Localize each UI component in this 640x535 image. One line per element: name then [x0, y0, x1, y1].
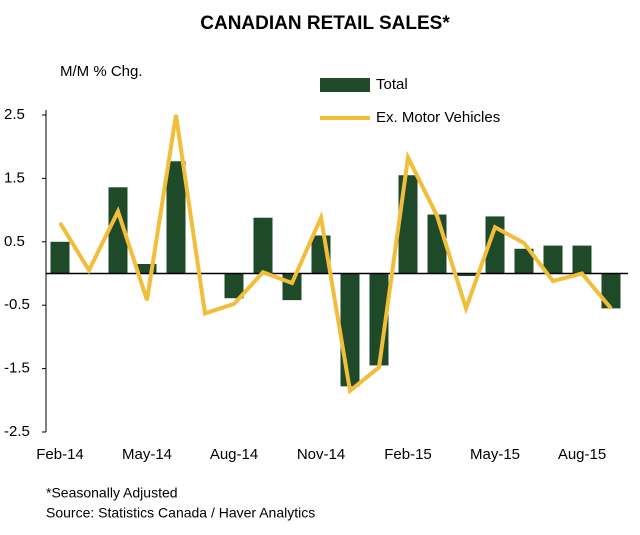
bar	[108, 187, 128, 274]
x-tick-label: Aug-14	[210, 446, 258, 463]
bar	[572, 245, 592, 274]
y-axis-label: M/M % Chg.	[60, 63, 143, 80]
chart-title: CANADIAN RETAIL SALES*	[200, 13, 450, 34]
bar	[50, 241, 70, 274]
footnote: *Seasonally Adjusted	[46, 485, 178, 501]
x-tick-label: Feb-15	[384, 446, 432, 463]
bar	[166, 161, 186, 274]
x-tick-label: Aug-15	[558, 446, 606, 463]
bar	[514, 248, 534, 274]
bar	[543, 245, 563, 274]
bar	[282, 273, 302, 301]
line	[58, 114, 613, 395]
x-tick-label: Nov-14	[297, 446, 345, 463]
bar	[224, 273, 244, 299]
x-tick-label: May-14	[122, 446, 172, 463]
bar	[398, 175, 418, 274]
bar	[253, 217, 273, 274]
bar	[427, 214, 447, 274]
x-tick-label: Feb-14	[36, 446, 84, 463]
bar	[137, 263, 157, 274]
y-tick-label: -1.5	[4, 360, 30, 377]
source: Source: Statistics Canada / Haver Analyt…	[46, 505, 315, 521]
y-tick-label: -2.5	[4, 423, 30, 440]
y-tick-label: -0.5	[4, 296, 30, 313]
legend-swatch	[320, 78, 370, 92]
y-tick-label: 0.5	[4, 233, 25, 250]
legend-label: Total	[376, 76, 408, 93]
bar	[340, 273, 360, 387]
x-tick-label: May-15	[470, 446, 520, 463]
bar	[456, 273, 476, 277]
legend-label: Ex. Motor Vehicles	[376, 109, 500, 126]
y-tick-label: 1.5	[4, 169, 25, 186]
y-tick-label: 2.5	[4, 106, 25, 123]
